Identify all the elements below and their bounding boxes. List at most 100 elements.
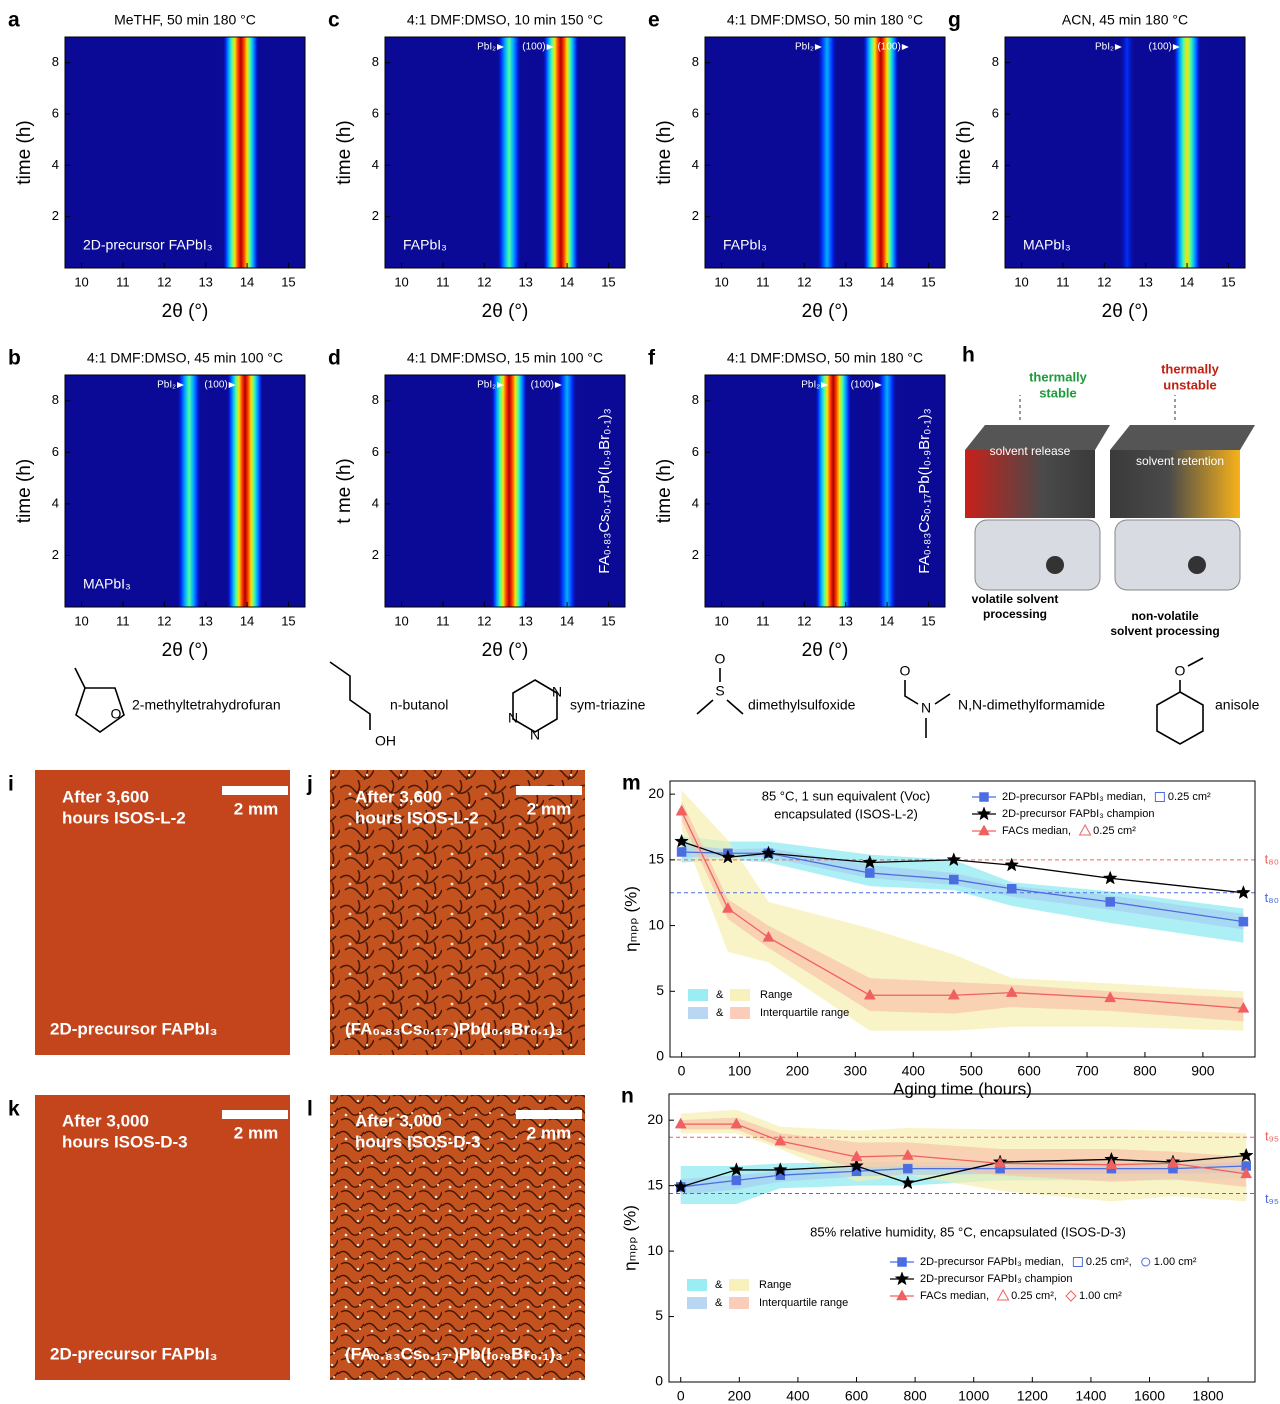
peak-arrow <box>1114 44 1122 50</box>
caption: non-volatile <box>1131 609 1199 623</box>
x-tick-label: 11 <box>756 613 770 628</box>
diffraction-peak <box>877 375 898 607</box>
legend-label: 0.25 cm², <box>1011 1290 1057 1302</box>
peak-annotation: PbI₂ <box>477 42 496 53</box>
x-tick-label: 10 <box>74 274 88 289</box>
x-tick-label: 15 <box>921 274 935 289</box>
x-tick-label: 13 <box>518 274 532 289</box>
reference-label: t₈₀ <box>1265 890 1279 905</box>
y-tick-label: 5 <box>655 1307 663 1323</box>
stability-label: unstable <box>1163 377 1216 392</box>
x-tick-label: 13 <box>838 613 852 628</box>
y-tick-label: 4 <box>372 157 379 172</box>
chain <box>329 661 371 730</box>
solvent-name: N,N-dimethylformamide <box>958 697 1105 713</box>
x-tick-label: 500 <box>960 1063 984 1079</box>
x-tick-label: 13 <box>198 274 212 289</box>
diffraction-peak <box>222 37 259 268</box>
heatmap <box>705 375 945 607</box>
x-tick-label: 100 <box>728 1063 752 1079</box>
y-tick-label: 4 <box>692 157 699 172</box>
y-axis-label: t me (h) <box>334 458 355 523</box>
atom: O <box>111 706 122 722</box>
panel-letter: d <box>328 347 341 370</box>
sample-label: 2D-precursor FAPbI₃ <box>50 1019 218 1038</box>
x-axis-label: 2θ (°) <box>802 301 849 322</box>
y-axis-label: time (h) <box>334 120 355 184</box>
peak-annotation: (100) <box>204 380 227 391</box>
data-point <box>1236 884 1251 899</box>
x-tick-label: 12 <box>1097 274 1111 289</box>
block-top <box>965 425 1110 450</box>
chart-title: ACN, 45 min 180 °C <box>1062 12 1188 28</box>
legend-label: 1.00 cm² <box>1154 1256 1197 1268</box>
y-tick-label: 8 <box>992 54 999 69</box>
x-tick-label: 15 <box>1221 274 1235 289</box>
x-tick-label: 400 <box>902 1063 926 1079</box>
chart-title: 4:1 DMF:DMSO, 10 min 150 °C <box>407 12 603 28</box>
data-point <box>674 833 689 848</box>
x-tick-label: 12 <box>477 274 491 289</box>
series-line <box>680 810 1244 1010</box>
caption: processing <box>983 607 1047 621</box>
y-tick-label: 0 <box>655 1373 663 1389</box>
y-tick-label: 8 <box>372 54 379 69</box>
sample-label: 2D-precursor FAPbI₃ <box>83 237 212 253</box>
x-tick-label: 600 <box>1017 1063 1041 1079</box>
panel-letter: e <box>648 9 660 32</box>
stability-label: stable <box>1039 385 1077 400</box>
x-tick-label: 12 <box>797 274 811 289</box>
legend-label: 0.25 cm² <box>1168 791 1211 803</box>
atom: N <box>552 684 562 700</box>
knob <box>1046 556 1064 574</box>
caption: hours ISOS-D-3 <box>355 1132 481 1151</box>
scale-label: 2 mm <box>527 799 571 818</box>
sample-label: FA₀.₈₃Cs₀.₁₇Pb(I₀.₉Br₀.₁)₃ <box>596 408 613 573</box>
peak-arrow <box>554 382 562 388</box>
sample-label: FAPbI₃ <box>403 237 447 253</box>
hotplate-illustration: h solvent release solvent retention ther… <box>962 344 1255 638</box>
data-point <box>1006 884 1017 894</box>
x-axis-label: 2θ (°) <box>162 301 209 322</box>
legend-label: 0.25 cm² <box>1093 825 1136 837</box>
x-tick-label: 11 <box>1056 274 1070 289</box>
legend-label: 1.00 cm² <box>1079 1290 1122 1302</box>
y-tick-label: 4 <box>372 495 379 510</box>
solvent-name: sym-triazine <box>570 697 646 713</box>
diffraction-peak <box>1173 37 1202 268</box>
data-point <box>1105 897 1115 907</box>
x-tick-label: 14 <box>560 613 574 628</box>
y-tick-label: 4 <box>52 157 59 172</box>
x-tick-label: 1200 <box>1017 1388 1048 1404</box>
band <box>681 800 1244 1022</box>
x-tick-label: 300 <box>844 1063 868 1079</box>
data-point <box>762 930 775 942</box>
data-point <box>947 988 960 1000</box>
heatmap <box>385 375 625 607</box>
y-axis-label: ηₘₚₚ (%) <box>620 1205 639 1271</box>
heatmap <box>705 37 945 268</box>
data-point <box>994 1156 1007 1168</box>
y-tick-label: 15 <box>647 1176 663 1192</box>
data-point <box>946 852 962 867</box>
bond <box>726 699 744 715</box>
legend-swatch <box>687 1297 707 1309</box>
x-tick-label: 14 <box>560 274 574 289</box>
legend-marker <box>996 1288 1010 1301</box>
x-tick-label: 10 <box>714 613 728 628</box>
solvent-name: 2-methyltetrahydrofuran <box>132 697 281 713</box>
x-axis-label: 2θ (°) <box>802 640 849 661</box>
diffraction-peak <box>497 37 522 268</box>
y-tick-label: 6 <box>372 105 379 120</box>
scale-bar <box>516 786 582 795</box>
peak-arrow <box>821 382 829 388</box>
caption: After 3,600 <box>62 787 149 806</box>
y-tick-label: 2 <box>372 208 379 223</box>
bond <box>1187 657 1204 667</box>
peak-annotation: (100) <box>531 380 554 391</box>
heatmap-background <box>65 37 305 268</box>
bond <box>74 667 86 689</box>
data-point <box>850 1150 863 1162</box>
legend-marker <box>894 1271 910 1286</box>
